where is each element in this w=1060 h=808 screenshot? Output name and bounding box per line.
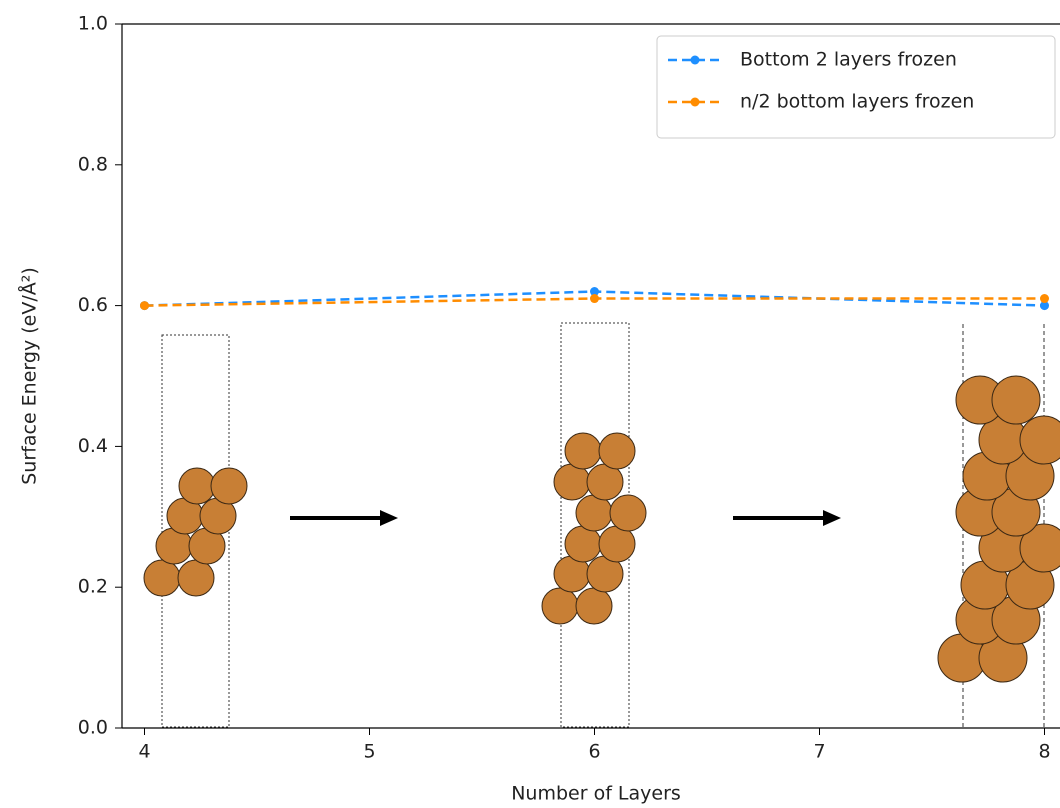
x-tick-label: 6 bbox=[588, 741, 600, 763]
arrows bbox=[290, 510, 841, 526]
marker bbox=[590, 294, 599, 303]
y-tick-label: 0.6 bbox=[78, 294, 108, 316]
marker bbox=[140, 301, 149, 310]
y-axis-label: Surface Energy (eV/Å²) bbox=[18, 267, 41, 485]
page: {"chart_data": {"type": "line", "x": [4,… bbox=[0, 0, 1060, 808]
y-tick-label: 0.0 bbox=[78, 717, 108, 739]
legend-label: n/2 bottom layers frozen bbox=[740, 91, 974, 113]
legend-marker bbox=[691, 98, 700, 107]
slab-6 bbox=[542, 433, 646, 624]
legend-marker bbox=[691, 56, 700, 65]
y-tick-label: 0.2 bbox=[78, 576, 108, 598]
x-tick-label: 5 bbox=[363, 741, 375, 763]
x-tick-label: 4 bbox=[138, 741, 150, 763]
y-tick-label: 0.8 bbox=[78, 153, 108, 175]
chart: Number of Layers Surface Energy (eV/Å²) … bbox=[0, 0, 1060, 808]
x-tick-label: 8 bbox=[1038, 741, 1050, 763]
structures bbox=[144, 323, 1060, 727]
x-axis-label: Number of Layers bbox=[511, 783, 681, 805]
legend-label: Bottom 2 layers frozen bbox=[740, 49, 957, 71]
slab-8 bbox=[938, 376, 1060, 682]
y-tick-label: 1.0 bbox=[78, 13, 108, 35]
y-tick-label: 0.4 bbox=[78, 435, 108, 457]
x-tick-label: 7 bbox=[813, 741, 825, 763]
slab-4 bbox=[144, 468, 247, 596]
marker bbox=[1040, 294, 1049, 303]
